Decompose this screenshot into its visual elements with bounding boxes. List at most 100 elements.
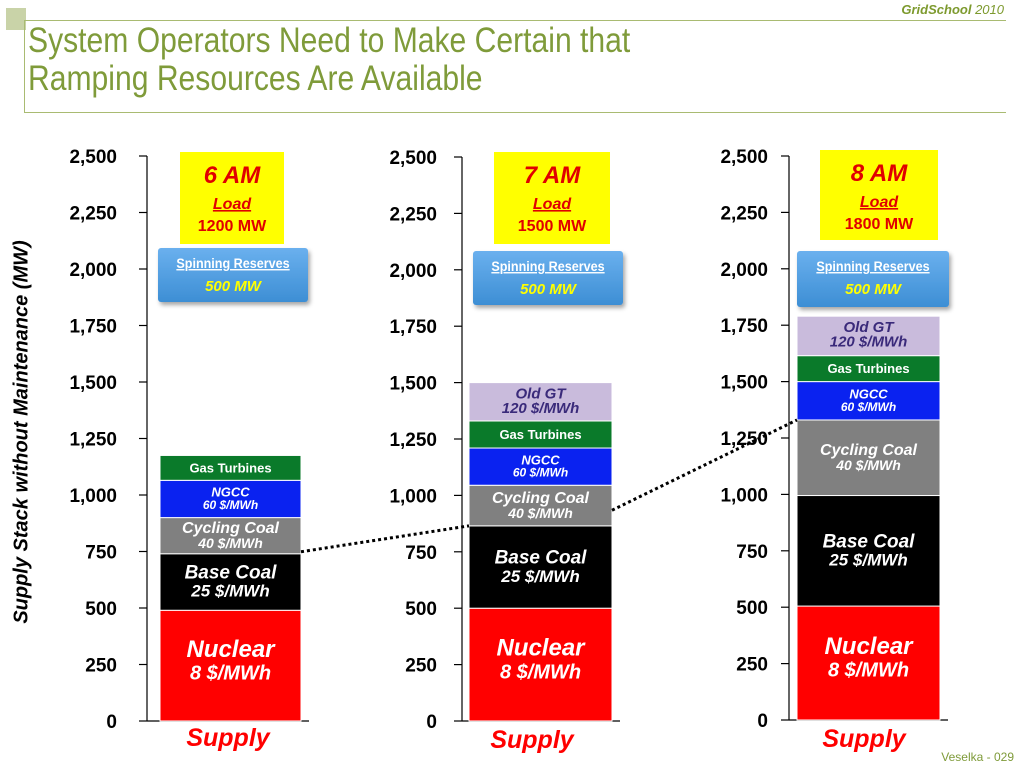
segment-label: NGCC bbox=[211, 485, 250, 500]
stack-segment-nuclear bbox=[796, 605, 941, 721]
stack-segment-old-gt bbox=[796, 315, 941, 357]
y-tick-label: 1,250 bbox=[389, 430, 437, 451]
title-top-rule bbox=[24, 20, 1006, 21]
segment-label: NGCC bbox=[521, 452, 560, 467]
load-box bbox=[494, 152, 610, 244]
stack-segment-old-gt bbox=[468, 382, 613, 422]
segment-label: Base Coal bbox=[823, 531, 916, 552]
slide-title-line-2: Ramping Resources Are Available bbox=[28, 59, 483, 98]
load-value: 1800 MW bbox=[845, 216, 914, 233]
stack-segment-cycling-coal bbox=[159, 517, 302, 555]
brand-year: 2010 bbox=[975, 2, 1004, 17]
y-tick-label: 500 bbox=[736, 598, 768, 619]
spinning-reserves-label: Spinning Reserves bbox=[816, 258, 929, 274]
y-tick-label: 2,000 bbox=[720, 260, 768, 281]
stack-segment-ngcc bbox=[796, 381, 941, 421]
segment-price: 120 $/MWh bbox=[830, 333, 908, 350]
y-tick-label: 2,250 bbox=[720, 203, 768, 224]
y-tick-label: 1,750 bbox=[720, 316, 768, 337]
y-tick-label: 1,250 bbox=[720, 429, 768, 450]
y-tick-label: 2,250 bbox=[69, 204, 117, 225]
stack-segment-cycling-coal bbox=[796, 419, 941, 497]
connector-dotted-line-2 bbox=[611, 418, 798, 512]
footer-credit: Veselka - 029 bbox=[941, 750, 1014, 764]
load-value: 1200 MW bbox=[198, 218, 267, 235]
y-tick-label: 1,000 bbox=[389, 486, 437, 507]
load-hour: 8 AM bbox=[851, 160, 908, 187]
y-tick-label: 500 bbox=[405, 599, 437, 620]
stack-segment-nuclear bbox=[468, 607, 613, 722]
supply-category-label: Supply bbox=[490, 726, 574, 754]
segment-label: Gas Turbines bbox=[499, 427, 581, 442]
brand-logo: GridSchool 2010 bbox=[901, 2, 1004, 17]
segment-label: Base Coal bbox=[185, 563, 278, 584]
segment-label: Cycling Coal bbox=[492, 490, 589, 507]
segment-price: 25 $/MWh bbox=[500, 567, 579, 586]
segment-price: 40 $/MWh bbox=[507, 505, 573, 521]
stack-segment-base-coal bbox=[796, 495, 941, 607]
y-tick-label: 1,000 bbox=[69, 486, 117, 507]
segment-label: NGCC bbox=[849, 387, 888, 402]
stack-segment-gas-turbines bbox=[159, 454, 302, 481]
connector-dotted-line-1 bbox=[300, 524, 470, 554]
segment-label: Gas Turbines bbox=[827, 361, 909, 376]
stack-segment-base-coal bbox=[468, 525, 613, 609]
y-tick-label: 500 bbox=[85, 599, 117, 620]
y-tick-label: 1,000 bbox=[720, 485, 768, 506]
load-box bbox=[180, 152, 284, 244]
chart-panel-2: 0 250 500 750 1,000 1,250 1,500 1,750 2,000 2,250… bbox=[389, 148, 623, 754]
segment-label: Base Coal bbox=[495, 548, 588, 569]
spinning-reserves-value: 500 MW bbox=[845, 281, 903, 298]
y-tick-label: 750 bbox=[405, 543, 437, 564]
segment-price: 25 $/MWh bbox=[828, 551, 907, 570]
chart-panel-1: 0 250 500 750 1,000 1,250 1,500 1,750 2,000 2,250… bbox=[69, 147, 309, 752]
chart-panel-3: 0 250 500 750 1,000 1,250 1,500 1,750 2,000 2,250… bbox=[720, 147, 949, 753]
y-tick-label: 0 bbox=[426, 712, 437, 733]
y-tick-label: 250 bbox=[736, 655, 768, 676]
y-tick-label: 2,000 bbox=[69, 260, 117, 281]
segment-label: Nuclear bbox=[496, 635, 586, 662]
spinning-reserves-value: 500 MW bbox=[205, 278, 263, 295]
stack-segment-ngcc bbox=[159, 479, 302, 519]
stack-segment-cycling-coal bbox=[468, 484, 613, 527]
load-hour: 6 AM bbox=[204, 162, 261, 189]
y-tick-label: 1,750 bbox=[69, 317, 117, 338]
segment-price: 60 $/MWh bbox=[203, 498, 258, 512]
stack-segment-gas-turbines bbox=[468, 420, 613, 449]
y-tick-label: 2,250 bbox=[389, 204, 437, 225]
load-box bbox=[820, 150, 938, 240]
segment-label: Gas Turbines bbox=[189, 460, 271, 475]
y-tick-label: 1,500 bbox=[69, 373, 117, 394]
spinning-reserves-label: Spinning Reserves bbox=[176, 255, 289, 271]
segment-label: Nuclear bbox=[186, 636, 276, 663]
y-tick-label: 1,500 bbox=[389, 374, 437, 395]
segment-price: 8 $/MWh bbox=[190, 663, 271, 685]
y-tick-label: 750 bbox=[736, 542, 768, 563]
load-label: Load bbox=[213, 196, 252, 213]
segment-price: 60 $/MWh bbox=[513, 466, 568, 480]
segment-price: 25 $/MWh bbox=[190, 582, 269, 601]
supply-category-label: Supply bbox=[186, 724, 270, 752]
slide-title-line-1: System Operators Need to Make Certain th… bbox=[28, 21, 631, 60]
y-tick-label: 1,500 bbox=[720, 373, 768, 394]
segment-label: Cycling Coal bbox=[182, 520, 279, 537]
y-tick-label: 2,500 bbox=[720, 147, 768, 168]
y-tick-label: 250 bbox=[85, 656, 117, 677]
segment-price: 8 $/MWh bbox=[500, 661, 581, 683]
title-left-rule bbox=[24, 20, 25, 113]
y-tick-label: 250 bbox=[405, 656, 437, 677]
segment-price: 8 $/MWh bbox=[828, 660, 909, 682]
load-label: Load bbox=[533, 196, 572, 213]
spinning-reserves-box bbox=[473, 251, 623, 305]
load-value: 1500 MW bbox=[518, 218, 587, 235]
spinning-reserves-label: Spinning Reserves bbox=[491, 258, 604, 274]
spinning-reserves-value: 500 MW bbox=[520, 281, 578, 298]
segment-price: 40 $/MWh bbox=[835, 457, 901, 473]
segment-price: 40 $/MWh bbox=[197, 535, 263, 551]
y-tick-label: 2,000 bbox=[389, 261, 437, 282]
title-bottom-rule bbox=[24, 112, 1006, 113]
y-tick-label: 2,500 bbox=[389, 148, 437, 169]
y-tick-label: 0 bbox=[757, 711, 768, 732]
stack-segment-ngcc bbox=[468, 447, 613, 486]
